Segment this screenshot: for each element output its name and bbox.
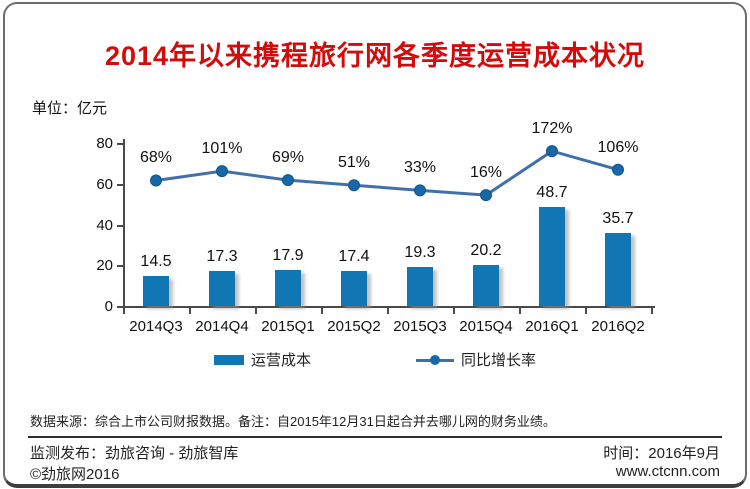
publisher-label: 监测发布：劲旅咨询 - 劲旅智库 [30,445,239,462]
legend-bar-label: 运营成本 [250,352,311,369]
cost-bar [143,276,169,306]
y-tick [117,265,123,268]
growth-percent-label: 172% [531,120,573,138]
x-category-label: 2016Q2 [591,318,645,335]
x-tick [519,308,521,314]
cost-bar [407,266,433,306]
source-note: 数据来源：综合上市公司财报数据。备注：自2015年12月31日起合并去哪儿网的财… [30,414,556,429]
x-tick [255,308,257,314]
legend-item-bars: 运营成本 [213,349,311,370]
footer-row-site: ©劲旅网2016 www.ctcnn.com [30,463,720,484]
line-marker [480,189,492,202]
line-marker [546,145,558,158]
y-tick-label: 60 [96,175,113,193]
footer-row-publisher: 监测发布：劲旅咨询 - 劲旅智库 时间：2016年9月 [30,442,720,463]
x-tick [321,308,323,314]
legend: 运营成本 同比增长率 [0,349,750,370]
line-marker [612,163,624,176]
bar-value-label: 17.4 [338,247,370,265]
x-tick [189,308,191,314]
copyright-label: ©劲旅网2016 [30,466,120,483]
y-tick [117,306,123,308]
x-category-label: 2015Q3 [393,318,447,335]
y-tick-label: 40 [96,216,113,234]
y-tick-label: 80 [96,135,113,152]
chart-title: 2014年以来携程旅行网各季度运营成本状况 [104,41,646,71]
legend-item-line: 同比增长率 [416,349,536,370]
x-tick [453,308,455,314]
x-category-label: 2016Q1 [525,318,579,335]
cost-bar [341,270,367,306]
line-marker [348,179,360,192]
growth-percent-label: 33% [403,159,437,177]
x-category-label: 2015Q1 [261,318,315,335]
x-axis-line [123,306,655,308]
website-label: www.ctcnn.com [615,463,720,480]
y-tick [117,224,123,227]
cost-bar [605,233,631,306]
growth-percent-label: 106% [597,138,639,156]
unit-label: 单位：亿元 [32,100,108,117]
x-tick [123,308,125,314]
legend-line-label: 同比增长率 [461,352,537,369]
y-axis-line [123,139,125,308]
cost-bar [539,206,565,306]
y-tick [117,143,123,145]
growth-percent-label: 101% [201,140,243,158]
bar-value-label: 20.2 [470,241,502,259]
bar-value-label: 48.7 [536,183,568,201]
y-tick [117,183,123,186]
bar-value-label: 35.7 [602,210,634,228]
bar-swatch-icon [213,354,244,365]
growth-percent-label: 51% [337,154,371,172]
footer-divider [28,436,722,438]
line-swatch-icon [416,354,454,366]
x-category-label: 2014Q4 [195,318,249,335]
growth-percent-label: 68% [139,149,173,167]
cost-bar [473,264,499,306]
x-tick [651,308,653,314]
line-marker [150,174,162,187]
line-marker [282,174,294,187]
line-marker [216,165,228,178]
y-tick-label: 20 [96,257,113,275]
x-category-label: 2014Q3 [129,318,183,335]
growth-percent-label: 69% [271,149,305,167]
cost-bar [209,270,235,306]
growth-percent-label: 16% [469,164,503,182]
time-label: 时间：2016年9月 [603,445,720,462]
x-tick [585,308,587,314]
line-marker [414,184,426,197]
x-category-label: 2015Q4 [459,318,513,335]
cost-bar [275,269,301,306]
bar-value-label: 14.5 [140,253,172,271]
bar-value-label: 17.3 [206,247,238,265]
y-tick-label: 0 [104,298,113,315]
bar-value-label: 19.3 [404,243,436,261]
bar-value-label: 17.9 [272,246,304,264]
x-tick [387,308,389,314]
x-category-label: 2015Q2 [327,318,381,335]
